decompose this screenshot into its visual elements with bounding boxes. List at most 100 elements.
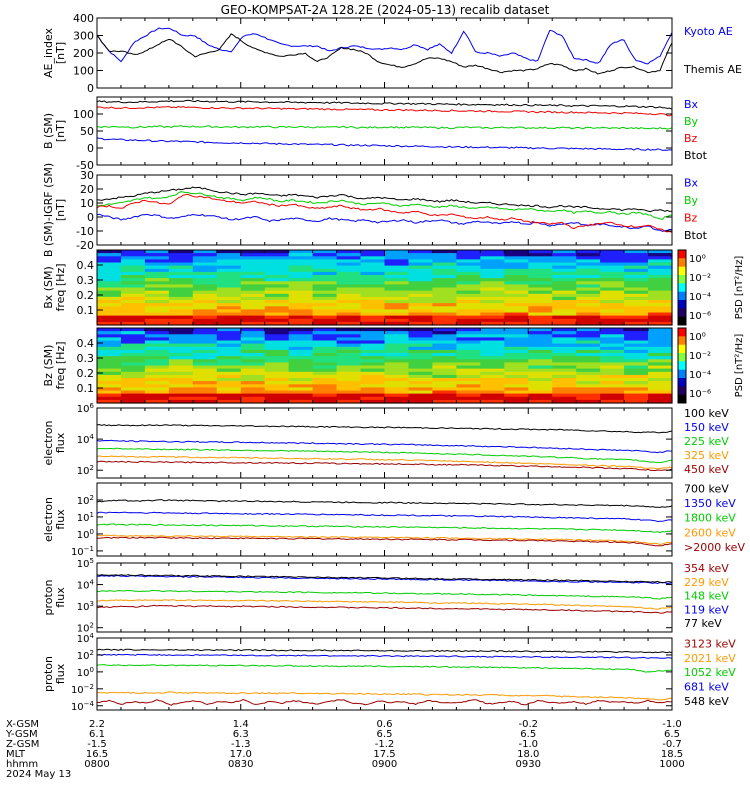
spectrogram-cell [528,381,553,385]
spectrogram-cell [336,381,362,385]
spectrogram-cell [408,315,434,320]
spectrogram-cell [144,268,170,273]
spectrogram-cell [216,390,242,395]
spectrogram-cell [168,346,194,351]
spectrogram-cell [552,318,577,323]
spectrogram-cell [312,384,338,388]
spectrogram-cell [480,287,505,292]
spectrogram-cell [600,362,625,367]
spectrogram-cell [408,309,434,314]
spectrogram-cell [600,278,625,282]
spectrogram-cell [192,365,218,370]
spectrogram-cell [97,393,122,398]
footer-value: 16.5 [86,749,108,760]
spectrogram-cell [384,281,410,285]
spectrogram-cell [480,265,505,270]
y-tick-label: 104 [77,433,95,446]
spectrogram-cell [288,381,314,385]
spectrogram-cell [288,334,314,338]
spectrogram-cell [576,356,601,360]
spectrogram-cell [624,287,649,292]
spectrogram-cell [264,387,290,392]
colorbar-segment [678,336,686,346]
spectrogram-cell [504,293,529,298]
spectrogram-cell [216,343,242,348]
spectrogram-cell [312,365,338,370]
spectrogram-cell [528,250,553,254]
y-tick-label: 0 [87,142,94,155]
spectrogram-cell [624,371,649,376]
spectrogram-cell [121,346,146,351]
legend-label: Kyoto AE [684,25,733,38]
spectrogram-cell [456,312,481,317]
spectrogram-cell [144,281,170,285]
spectrogram-cell [216,371,242,376]
spectrogram-cell [312,349,338,354]
spectrogram-cell [240,259,266,264]
spectrogram-cell [240,278,266,282]
spectrogram-cell [432,340,457,345]
spectrogram-cell [192,278,218,282]
spectrogram-cell [264,315,290,320]
y-tick-label: 106 [77,402,95,415]
spectrogram-cell [360,378,386,382]
spectrogram-cell [97,399,122,404]
y-tick-label: 0.2 [77,367,95,380]
spectrogram-cell [288,349,314,354]
spectrogram-cell [600,293,625,298]
spectrogram-cell [264,396,290,401]
spectrogram-cell [504,368,529,373]
spectrogram-cell [504,331,529,335]
spectrogram-cell [240,312,266,317]
spectrogram-cell [264,328,290,332]
spectrogram-cell [121,328,146,332]
spectrogram-cell [432,343,457,348]
spectrogram-cell [600,281,625,285]
spectrogram-cell [624,381,649,385]
spectrogram-cell [336,312,362,317]
spectrogram-cell [240,287,266,292]
spectrogram-cell [528,321,553,326]
spectrogram-cell [288,262,314,267]
spectrogram-cell [264,259,290,264]
spectrogram-cell [408,353,434,357]
spectrogram-cell [384,378,410,382]
spectrogram-cell [240,250,266,254]
y-tick-label: 10 [80,197,94,210]
y-tick-label: -10 [76,225,94,238]
spectrogram-cell [648,384,673,388]
spectrogram-cell [360,387,386,392]
spectrogram-cell [600,356,625,360]
spectrogram-cell [648,293,673,298]
spectrogram-cell [360,300,386,304]
spectrogram-cell [192,396,218,401]
spectrogram-cell [288,359,314,363]
spectrogram-cell [121,331,146,335]
spectrogram-cell [240,349,266,354]
spectrogram-cell [168,368,194,373]
spectrogram-cell [216,287,242,292]
spectrogram-cell [384,390,410,395]
footer-value: 6.1 [89,729,105,740]
spectrogram-cell [144,293,170,298]
spectrogram-cell [168,362,194,367]
spectrogram-cell [336,287,362,292]
spectrogram-cell [336,371,362,376]
spectrogram-cell [384,393,410,398]
spectrogram-cell [144,287,170,292]
series-line-225-kev [96,447,673,464]
footer-value: -0.2 [518,719,538,730]
spectrogram-cell [528,393,553,398]
spectrogram-cell [312,265,338,270]
spectrogram-cell [600,296,625,301]
spectrogram-cell [312,362,338,367]
spectrogram-cell [360,362,386,367]
spectrogram-cell [600,334,625,338]
y-tick-label: 400 [73,12,94,25]
spectrogram-cell [552,365,577,370]
spectrogram-cell [97,318,122,323]
spectrogram-cell [600,359,625,363]
spectrogram-cell [360,293,386,298]
spectrogram-cell [456,284,481,289]
spectrogram-cell [288,281,314,285]
